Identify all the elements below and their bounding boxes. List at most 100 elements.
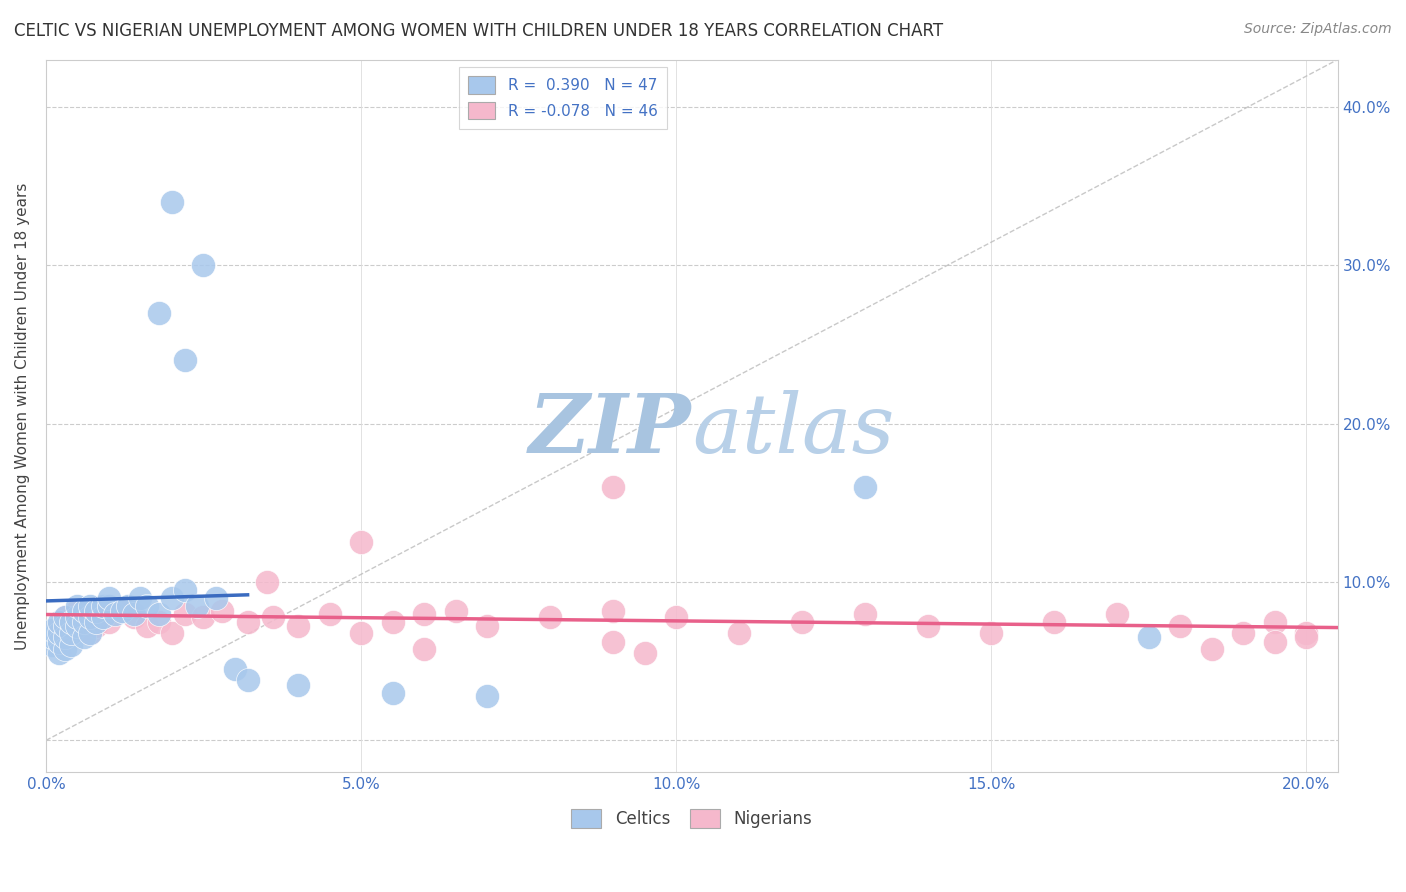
Point [1264, 615, 1286, 629]
Point [66, 610, 89, 624]
Point [53, 631, 76, 645]
Point [980, 625, 1002, 640]
Point [256, 575, 278, 590]
Point [98, 615, 121, 629]
Text: ZIP: ZIP [529, 390, 692, 470]
Point [48, 646, 70, 660]
Point [48, 625, 70, 640]
Point [1043, 615, 1066, 629]
Point [73, 631, 96, 645]
Point [122, 610, 145, 624]
Point [1295, 625, 1317, 640]
Point [53, 619, 76, 633]
Point [602, 635, 624, 649]
Point [381, 686, 404, 700]
Point [79, 625, 101, 640]
Point [91, 599, 114, 613]
Point [98, 599, 121, 613]
Point [53, 641, 76, 656]
Point [160, 625, 183, 640]
Point [110, 603, 132, 617]
Point [41, 623, 63, 637]
Point [86, 603, 108, 617]
Point [60, 625, 83, 640]
Point [48, 615, 70, 629]
Point [790, 615, 813, 629]
Point [475, 689, 498, 703]
Point [853, 480, 876, 494]
Point [475, 619, 498, 633]
Point [538, 610, 561, 624]
Point [41, 631, 63, 645]
Point [413, 641, 436, 656]
Point [160, 195, 183, 210]
Point [262, 610, 284, 624]
Point [173, 353, 195, 368]
Point [224, 662, 246, 676]
Point [1201, 641, 1223, 656]
Point [287, 619, 309, 633]
Point [91, 610, 114, 624]
Point [66, 619, 89, 633]
Point [66, 615, 89, 629]
Point [633, 646, 655, 660]
Point [917, 619, 939, 633]
Point [60, 625, 83, 640]
Point [148, 607, 170, 621]
Point [122, 607, 145, 621]
Point [1137, 631, 1160, 645]
Point [160, 591, 183, 605]
Text: Source: ZipAtlas.com: Source: ZipAtlas.com [1244, 22, 1392, 37]
Y-axis label: Unemployment Among Women with Children Under 18 years: Unemployment Among Women with Children U… [15, 182, 30, 649]
Legend: Celtics, Nigerians: Celtics, Nigerians [565, 803, 818, 835]
Point [193, 610, 215, 624]
Text: CELTIC VS NIGERIAN UNEMPLOYMENT AMONG WOMEN WITH CHILDREN UNDER 18 YEARS CORRELA: CELTIC VS NIGERIAN UNEMPLOYMENT AMONG WO… [14, 22, 943, 40]
Point [1107, 607, 1129, 621]
Point [117, 599, 139, 613]
Point [79, 599, 101, 613]
Point [53, 610, 76, 624]
Point [1264, 635, 1286, 649]
Point [129, 591, 152, 605]
Point [381, 615, 404, 629]
Point [41, 639, 63, 653]
Point [98, 591, 121, 605]
Point [186, 599, 208, 613]
Point [193, 259, 215, 273]
Point [173, 582, 195, 597]
Point [79, 610, 101, 624]
Point [211, 603, 233, 617]
Point [413, 607, 436, 621]
Point [728, 625, 751, 640]
Point [1232, 625, 1254, 640]
Point [853, 607, 876, 621]
Point [48, 635, 70, 649]
Point [148, 615, 170, 629]
Point [79, 625, 101, 640]
Text: atlas: atlas [692, 390, 894, 470]
Point [602, 603, 624, 617]
Point [173, 607, 195, 621]
Point [148, 306, 170, 320]
Point [444, 603, 467, 617]
Point [91, 610, 114, 624]
Point [236, 615, 259, 629]
Point [350, 535, 373, 549]
Point [48, 619, 70, 633]
Point [53, 610, 76, 624]
Point [86, 615, 108, 629]
Point [236, 673, 259, 688]
Point [287, 678, 309, 692]
Point [318, 607, 340, 621]
Point [135, 619, 157, 633]
Point [350, 625, 373, 640]
Point [86, 619, 108, 633]
Point [60, 639, 83, 653]
Point [205, 591, 228, 605]
Point [110, 603, 132, 617]
Point [1168, 619, 1191, 633]
Point [66, 603, 89, 617]
Point [60, 615, 83, 629]
Point [104, 607, 127, 621]
Point [602, 480, 624, 494]
